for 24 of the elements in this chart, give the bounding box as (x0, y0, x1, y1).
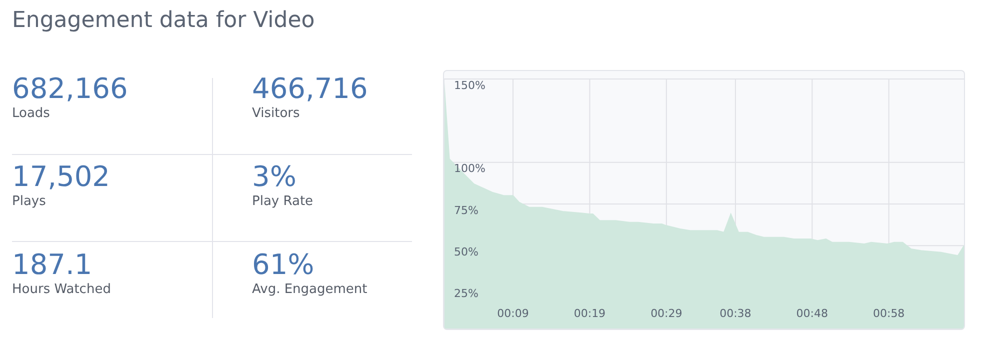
x-tick-label: 00:09 (497, 307, 529, 320)
text: 3% (252, 160, 298, 194)
x-tick-label: 00:29 (650, 307, 682, 320)
text: 61% (252, 248, 316, 282)
y-tick-label: 100% (454, 162, 486, 176)
text: Plays (12, 194, 47, 209)
text: Hours Watched (12, 282, 111, 297)
y-tick-label: 25% (454, 287, 478, 300)
x-tick-label: 00:38 (720, 307, 752, 320)
text: Loads (12, 106, 51, 121)
text: Visitors (252, 106, 301, 121)
x-tick-label: 00:58 (872, 307, 905, 320)
text: 466,716 (252, 72, 368, 106)
text: 17,502 (12, 160, 110, 194)
text: Engagement data for Video (12, 8, 315, 33)
y-tick-label: 150% (454, 78, 486, 92)
y-tick-label: 50% (454, 246, 478, 259)
text: Play Rate (252, 194, 314, 209)
x-tick-label: 00:19 (574, 307, 606, 320)
y-tick-label: 75% (454, 204, 478, 217)
text: Avg. Engagement (252, 282, 368, 297)
text: 682,166 (12, 72, 128, 106)
x-tick-label: 00:48 (796, 307, 828, 320)
text: 187.1 (12, 248, 94, 282)
